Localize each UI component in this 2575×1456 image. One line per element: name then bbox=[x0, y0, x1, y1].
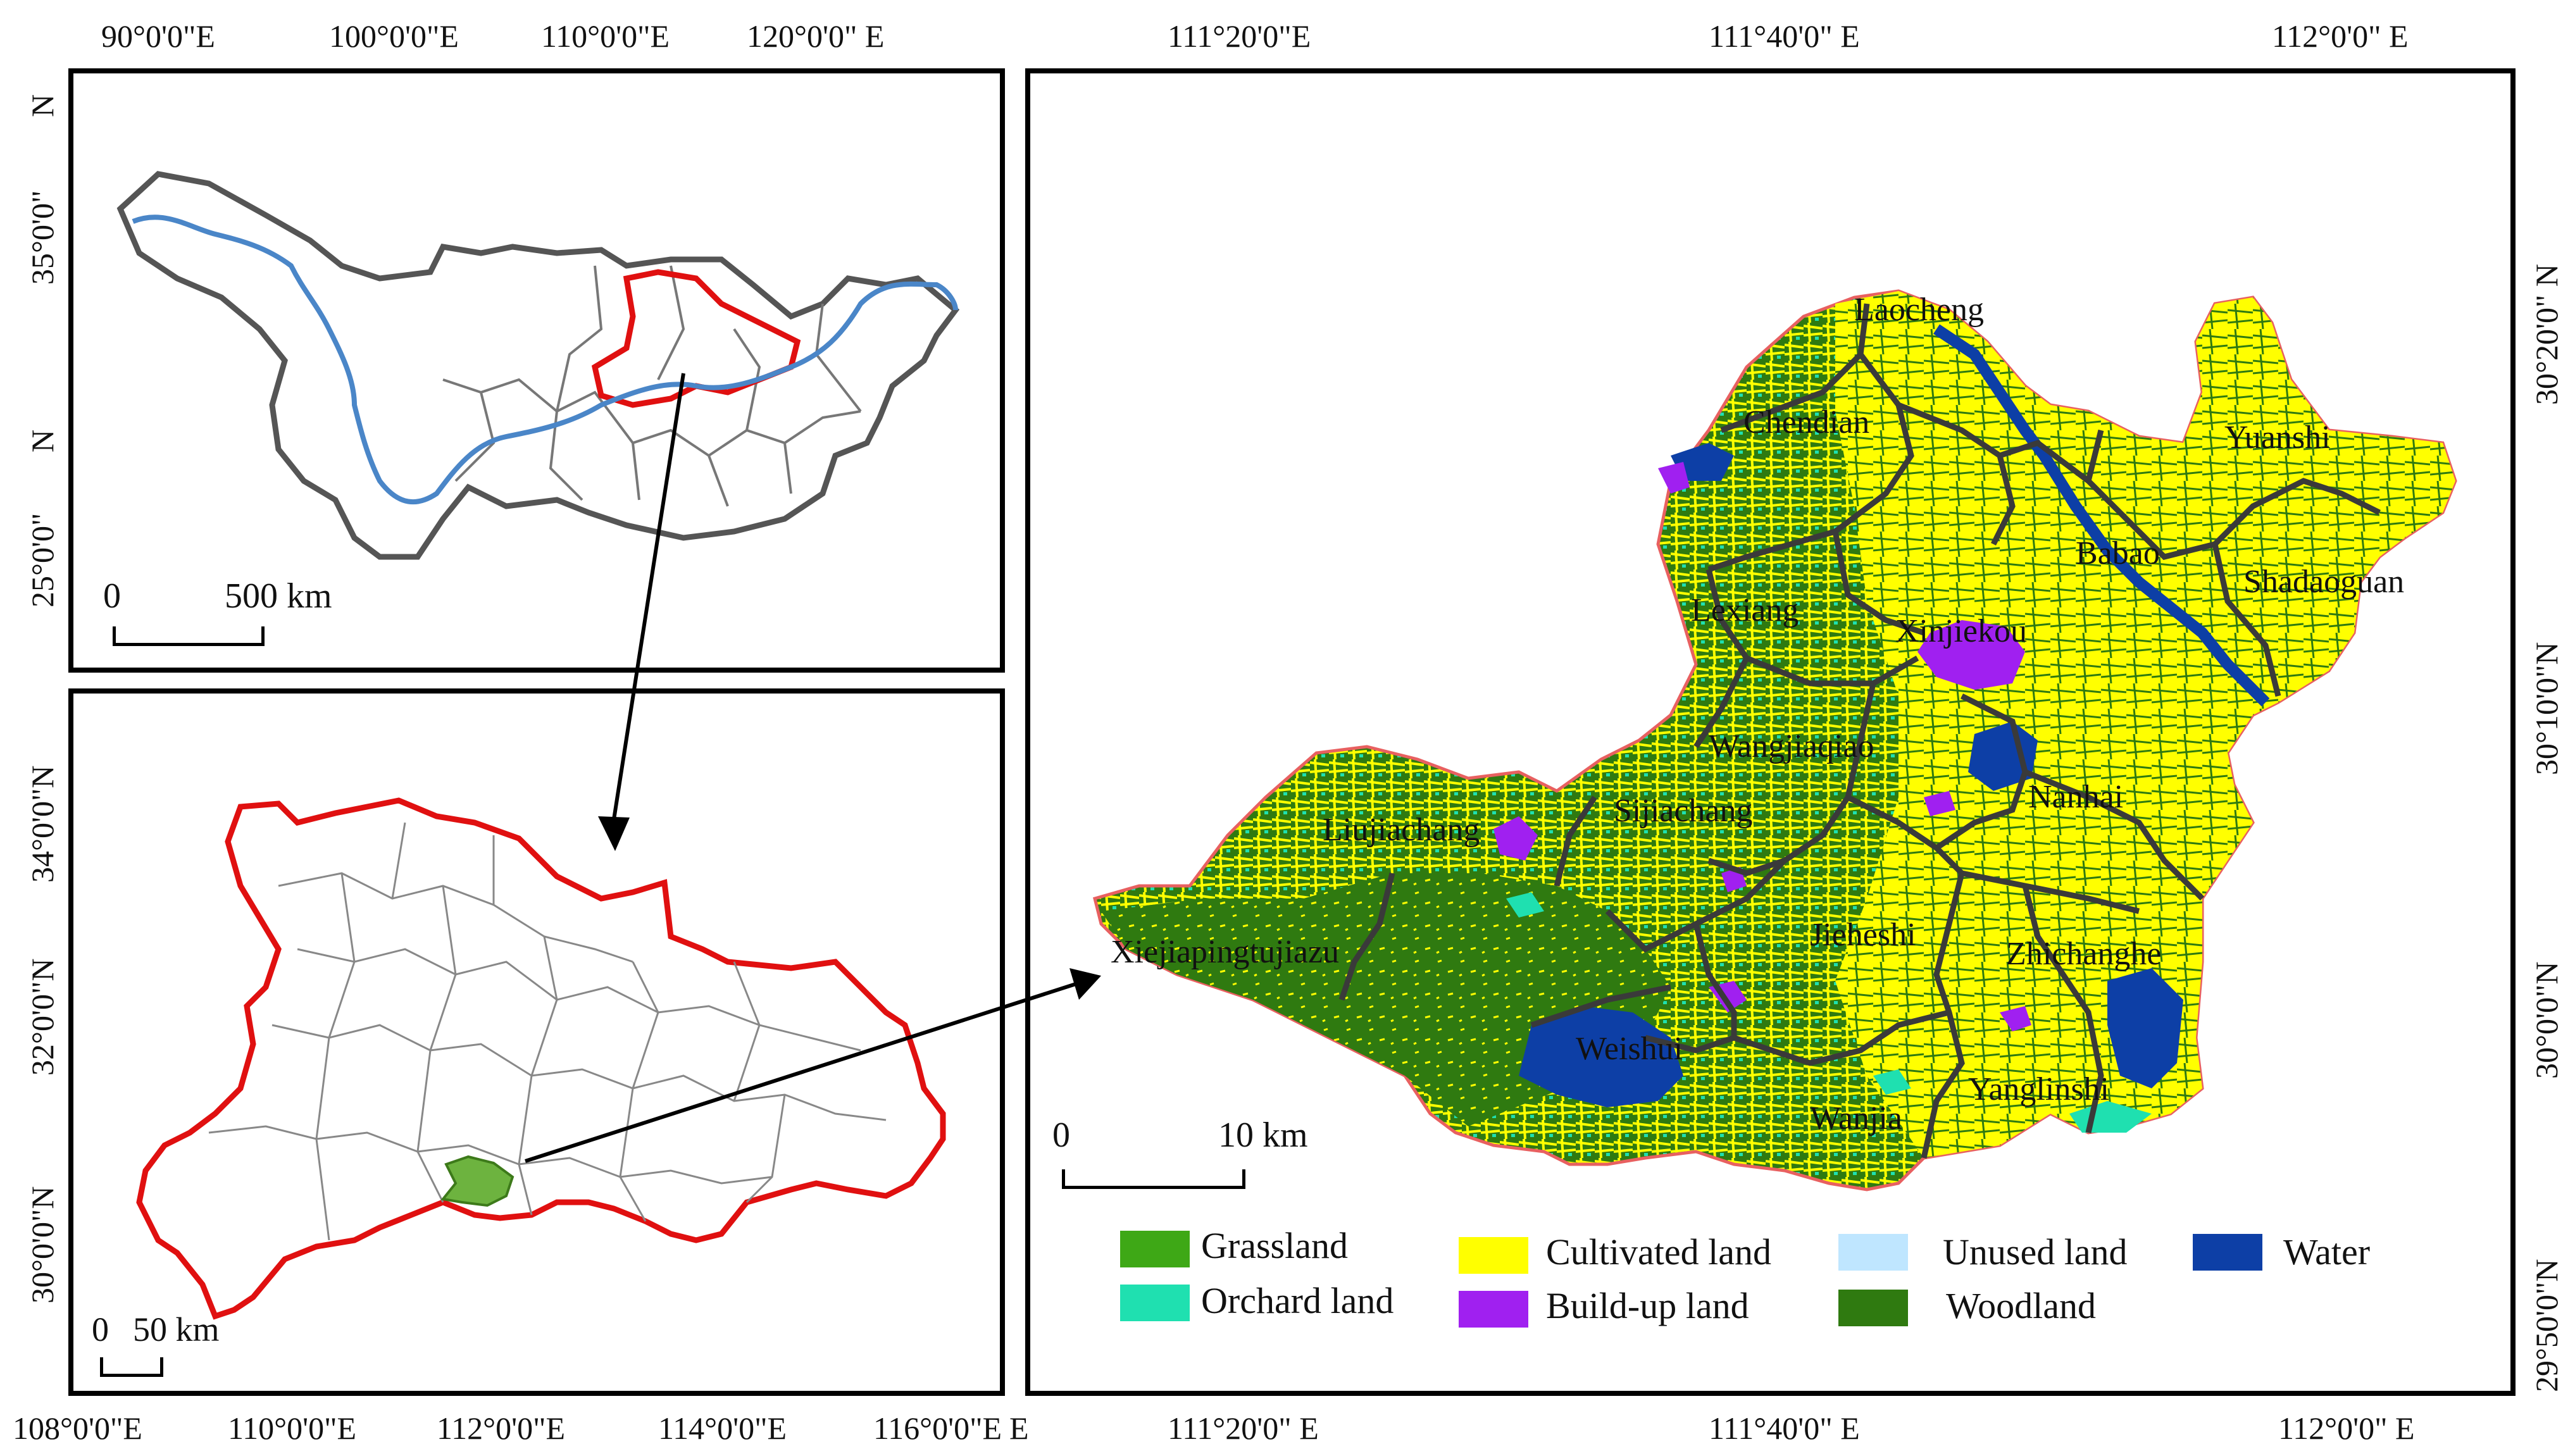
map3-scale-zero: 0 bbox=[1052, 1116, 1070, 1155]
town-xinjiekou: Xinjiekou bbox=[1895, 613, 2027, 649]
overview-map-frame bbox=[68, 68, 1005, 673]
legend-label-grassland: Grassland bbox=[1201, 1225, 1348, 1266]
map2-bottom-tick-1: 108°0'0"E bbox=[13, 1410, 142, 1446]
study-area-landuse bbox=[1092, 289, 2457, 1192]
legend-swatch-woodland bbox=[1838, 1290, 1908, 1326]
province-map-frame bbox=[68, 688, 1005, 1396]
map2-bottom-tick-5: 116°0'0"E bbox=[873, 1410, 1002, 1446]
map1-left-tick-2: 35°0'0" bbox=[25, 190, 60, 285]
legend-label-unused: Unused land bbox=[1943, 1231, 2128, 1272]
map3-right-tick-3: 30°0'0"N bbox=[2529, 961, 2564, 1079]
map1-scale-zero: 0 bbox=[103, 576, 121, 616]
town-wanjia: Wanjia bbox=[1810, 1100, 1902, 1136]
map1-top-tick-2: 100°0'0"E bbox=[329, 18, 459, 54]
town-shadaoguan: Shadaoguan bbox=[2243, 564, 2405, 600]
map2-bottom-tick-4: 114°0'0"E bbox=[658, 1410, 787, 1446]
town-sijiachang: Sijiachang bbox=[1614, 793, 1753, 829]
arrow-to-study-area bbox=[525, 968, 1101, 1163]
yangtze-basin-outline bbox=[116, 171, 960, 560]
map1-left-tick-1: N bbox=[25, 94, 60, 117]
legend-swatch-orchard bbox=[1120, 1285, 1190, 1321]
map3-top-tick-1: 111°20'0"E bbox=[1168, 18, 1311, 54]
town-chendian: Chendian bbox=[1743, 404, 1870, 440]
map2-scale-bar bbox=[100, 1357, 163, 1377]
map3-bottom-tick-1: 111°20'0" E bbox=[1168, 1410, 1319, 1446]
map3-right-tick-4: 29°50'0"N bbox=[2529, 1259, 2564, 1392]
map3-top-tick-2: 111°40'0" E bbox=[1709, 18, 1860, 54]
legend-label-orchard: Orchard land bbox=[1201, 1280, 1394, 1321]
hubei-outline bbox=[136, 797, 946, 1320]
map1-top-tick-1: 90°0'0"E bbox=[101, 18, 215, 54]
legend-swatch-grassland bbox=[1120, 1231, 1190, 1267]
town-laocheng: Laocheng bbox=[1854, 292, 1985, 328]
map2-left-tick-2: 32°0'0"N bbox=[25, 958, 60, 1076]
study-area-map-frame bbox=[1025, 68, 2516, 1396]
map1-scale-bar bbox=[113, 626, 265, 646]
map3-corner-e: E bbox=[1009, 1410, 1029, 1446]
legend-label-cultivated: Cultivated land bbox=[1546, 1231, 1771, 1272]
town-xiejiapingtujiazu: Xiejiapingtujiazu bbox=[1111, 934, 1340, 970]
map3-scale-label: 10 km bbox=[1218, 1116, 1308, 1155]
legend-swatch-unused bbox=[1838, 1234, 1908, 1271]
town-yanglinshi: Yanglinshi bbox=[1968, 1071, 2110, 1107]
legend-swatch-water bbox=[2193, 1234, 2262, 1271]
town-lexiang: Lexiang bbox=[1691, 592, 1799, 628]
map2-scale-label: 50 km bbox=[133, 1310, 220, 1348]
town-nanhai: Nanhai bbox=[2028, 779, 2124, 815]
map3-scale-bar bbox=[1062, 1169, 1245, 1189]
legend-label-water: Water bbox=[2283, 1231, 2371, 1272]
map1-top-tick-3: 110°0'0"E bbox=[541, 18, 670, 54]
map2-left-tick-1: 34°0'0"N bbox=[25, 765, 60, 883]
legend-label-woodland: Woodland bbox=[1946, 1285, 2096, 1326]
map2-left-tick-3: 30°0'0"N bbox=[25, 1186, 60, 1304]
arrow-to-province bbox=[598, 373, 685, 851]
town-weishui: Weishui bbox=[1576, 1031, 1683, 1067]
map1-scale-label: 500 km bbox=[225, 576, 332, 616]
town-wangjiaqiao: Wangjiaqiao bbox=[1709, 728, 1874, 764]
legend-swatch-buildup bbox=[1459, 1291, 1528, 1328]
town-zhichanghe: Zhichanghe bbox=[2006, 936, 2162, 972]
legend-label-buildup: Build-up land bbox=[1546, 1285, 1749, 1326]
town-yuanshi: Yuanshi bbox=[2224, 420, 2331, 456]
map3-bottom-tick-2: 111°40'0" E bbox=[1709, 1410, 1860, 1446]
map3-right-tick-1: 30°20'0" N bbox=[2529, 263, 2564, 405]
map1-left-tick-4: 25°0'0" bbox=[25, 513, 60, 607]
map3-bottom-tick-3: 112°0'0" E bbox=[2278, 1410, 2415, 1446]
map1-left-tick-3: N bbox=[25, 429, 60, 452]
map3-top-tick-3: 112°0'0" E bbox=[2272, 18, 2409, 54]
map2-bottom-tick-2: 110°0'0"E bbox=[228, 1410, 357, 1446]
map1-top-tick-4: 120°0'0" E bbox=[747, 18, 885, 54]
map2-bottom-tick-3: 112°0'0"E bbox=[437, 1410, 566, 1446]
town-jieheshi: Jieheshi bbox=[1810, 917, 1916, 953]
map2-scale-zero: 0 bbox=[92, 1310, 109, 1348]
map3-right-tick-2: 30°10'0"N bbox=[2529, 642, 2564, 775]
legend-swatch-cultivated bbox=[1459, 1237, 1528, 1274]
town-liujiachang: Liujiachang bbox=[1323, 812, 1480, 848]
town-babao: Babao bbox=[2076, 535, 2160, 571]
